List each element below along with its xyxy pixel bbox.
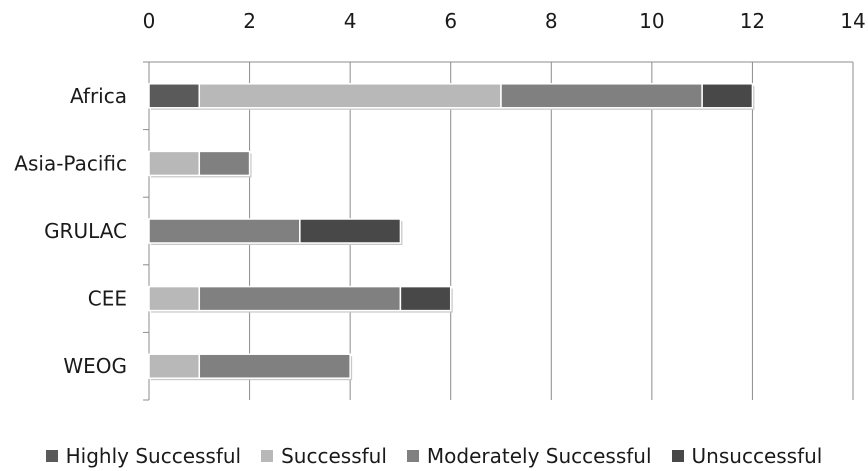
x-tick-label: 12 — [740, 9, 765, 33]
bar-segment — [701, 83, 754, 109]
bar-segment — [299, 218, 402, 244]
category-label: WEOG — [63, 354, 127, 378]
bar-segment — [198, 83, 502, 109]
category-label: GRULAC — [44, 219, 127, 243]
x-tick-label: 8 — [545, 9, 558, 33]
bar-segment — [148, 353, 201, 379]
category-labels: Africa Asia-Pacific GRULAC CEE WEOG — [14, 84, 127, 378]
gridlines — [249, 62, 854, 400]
x-tick-labels: 0 2 4 6 8 10 12 14 — [143, 9, 866, 33]
x-tick-label: 10 — [639, 9, 664, 33]
legend-swatch — [45, 450, 58, 462]
bar-segment — [198, 285, 402, 312]
bar-segment — [198, 353, 351, 379]
legend-swatch — [406, 450, 419, 462]
bars — [148, 83, 755, 381]
legend-label: Successful — [281, 444, 387, 468]
bar-segment — [500, 83, 703, 109]
category-label: CEE — [88, 287, 127, 311]
x-tick-label: 2 — [243, 9, 256, 33]
legend: Highly Successful Successful Moderately Su… — [0, 442, 868, 470]
legend-item: Successful — [261, 444, 387, 468]
chart: 0 2 4 6 8 10 12 14 Africa Asia-Pacific GRULAC CEE W… — [14, 9, 866, 401]
legend-label: Unsuccessful — [691, 444, 823, 468]
legend-swatch — [261, 450, 274, 462]
bar-segment — [399, 285, 452, 312]
x-tick-label: 14 — [840, 9, 865, 33]
legend-item: Highly Successful — [45, 444, 242, 468]
legend-label: Highly Successful — [65, 444, 242, 468]
legend-swatch — [671, 450, 684, 462]
x-tick-label: 0 — [143, 9, 156, 33]
x-tick-label: 6 — [444, 9, 457, 33]
category-label: Asia-Pacific — [14, 151, 127, 175]
legend-item: Unsuccessful — [671, 444, 823, 468]
bar-segment — [148, 218, 301, 244]
bar-segment — [198, 150, 251, 177]
category-label: Africa — [70, 84, 127, 108]
bar-segment — [148, 285, 201, 312]
bar-segment — [148, 150, 201, 177]
legend-item: Moderately Successful — [406, 444, 652, 468]
x-tick-label: 4 — [344, 9, 357, 33]
bar-segment — [148, 83, 201, 109]
legend-label: Moderately Successful — [426, 444, 652, 468]
